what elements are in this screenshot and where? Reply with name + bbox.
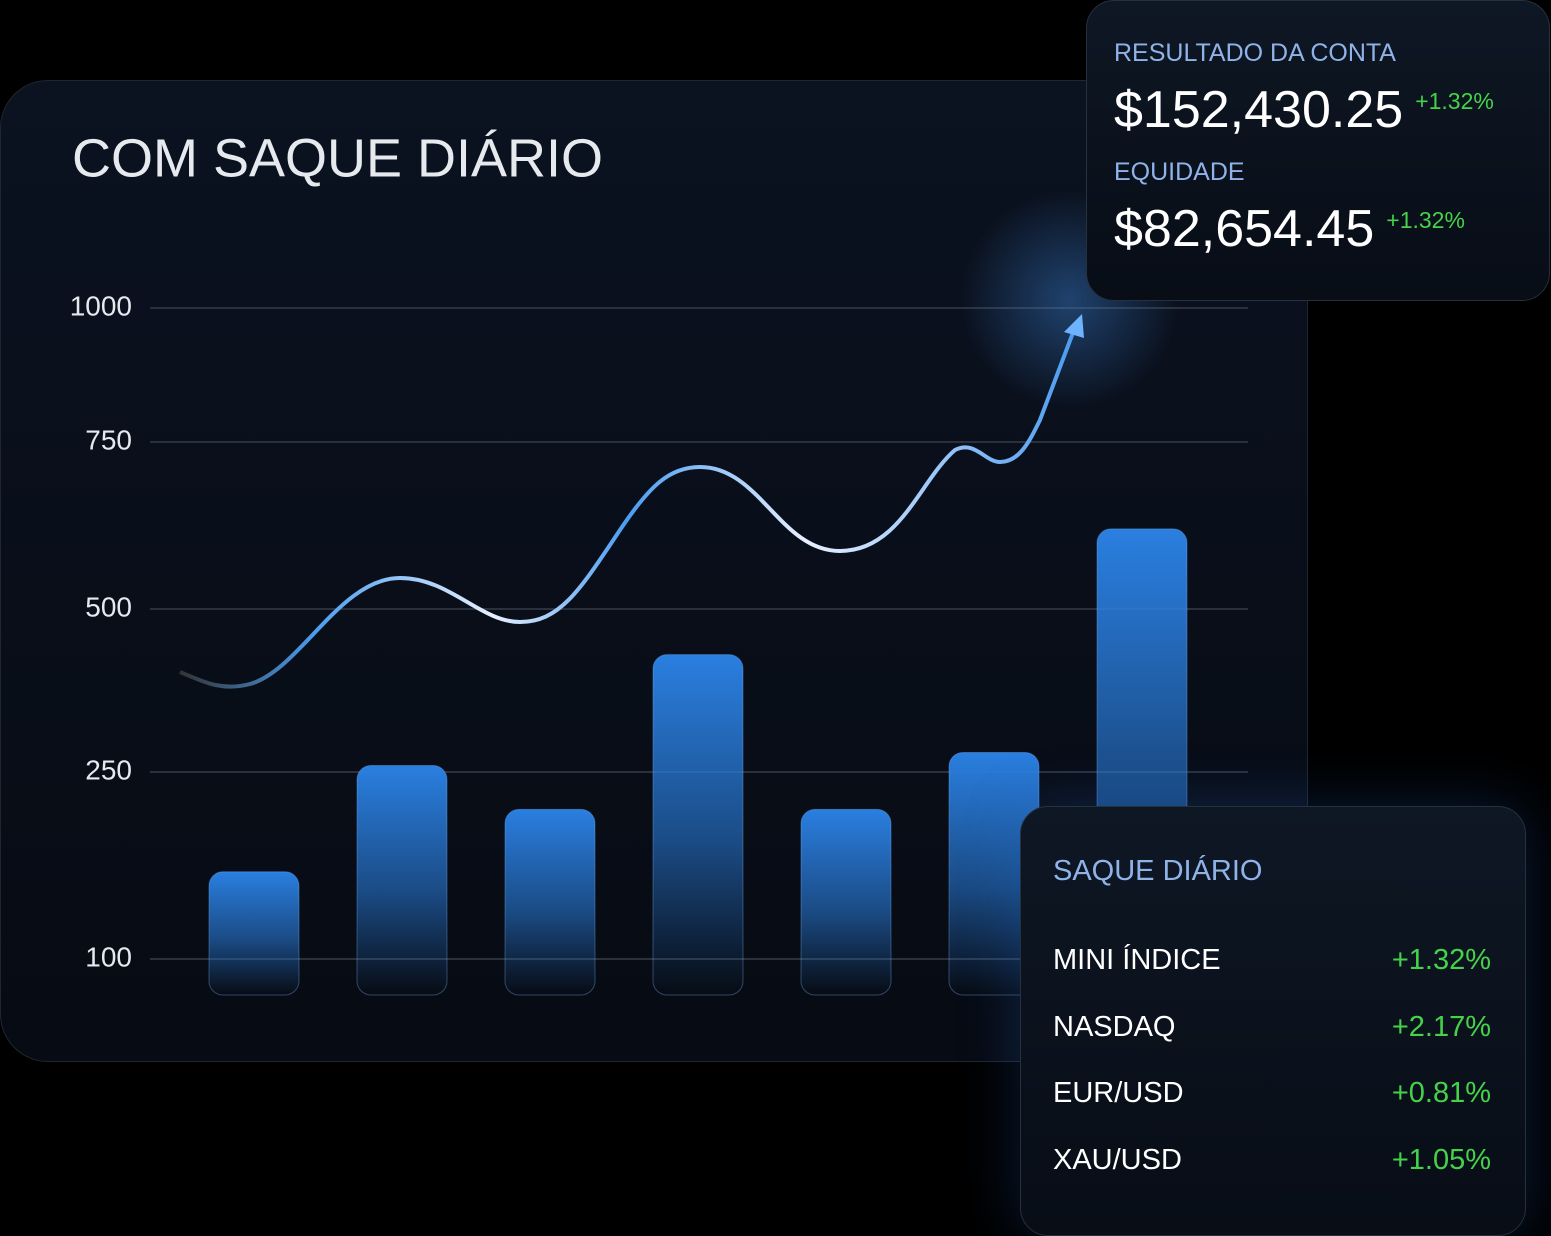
- change: +1.32%: [1415, 88, 1494, 114]
- bar: [208, 871, 300, 996]
- y-tick-label: 500: [85, 591, 132, 622]
- change: +1.32%: [1386, 207, 1465, 233]
- card-label: RESULTADO DA CONTA: [1114, 39, 1396, 67]
- balance: $152,430.25: [1114, 81, 1404, 139]
- y-tick-label: 1000: [70, 290, 132, 321]
- bar: [356, 764, 448, 996]
- market-change: +1.05%: [1391, 1143, 1491, 1176]
- card-title: SAQUE DIÁRIO: [1053, 855, 1263, 887]
- market-name: NASDAQ: [1053, 1010, 1176, 1043]
- y-tick-label: 750: [85, 424, 132, 455]
- equity: $82,654.45: [1114, 200, 1375, 258]
- withdrawal-card: SAQUE DIÁRIO MINI ÍNDICE +1.32% NASDAQ +2.1…: [1020, 806, 1526, 1236]
- y-tick-label: 100: [85, 941, 132, 972]
- market-name: EUR/USD: [1053, 1077, 1184, 1109]
- market-row: EUR/USD +0.81%: [1053, 1077, 1491, 1144]
- trend-line: [179, 329, 1076, 689]
- y-tick-label: 250: [85, 754, 132, 785]
- market-row: NASDAQ +2.17%: [1053, 1011, 1491, 1078]
- market-change: +2.17%: [1391, 1010, 1491, 1043]
- market-row: XAU/USD +1.05%: [1053, 1144, 1491, 1211]
- bar: [800, 808, 892, 996]
- card-label: EQUIDADE: [1114, 158, 1245, 186]
- chart-title: COM SAQUE DIÁRIO: [72, 128, 603, 188]
- market-name: XAU/USD: [1053, 1143, 1182, 1176]
- bar: [504, 808, 596, 996]
- bar: [652, 654, 744, 996]
- market-row: MINI ÍNDICE +1.32%: [1053, 944, 1491, 1011]
- market-change: +1.32%: [1391, 944, 1491, 976]
- arrow-head: [1064, 314, 1084, 338]
- market-change: +0.81%: [1391, 1077, 1491, 1109]
- market-name: MINI ÍNDICE: [1053, 944, 1221, 976]
- account-card: RESULTADO DA CONTA $152,430.25 +1.32% EQU…: [1086, 0, 1550, 301]
